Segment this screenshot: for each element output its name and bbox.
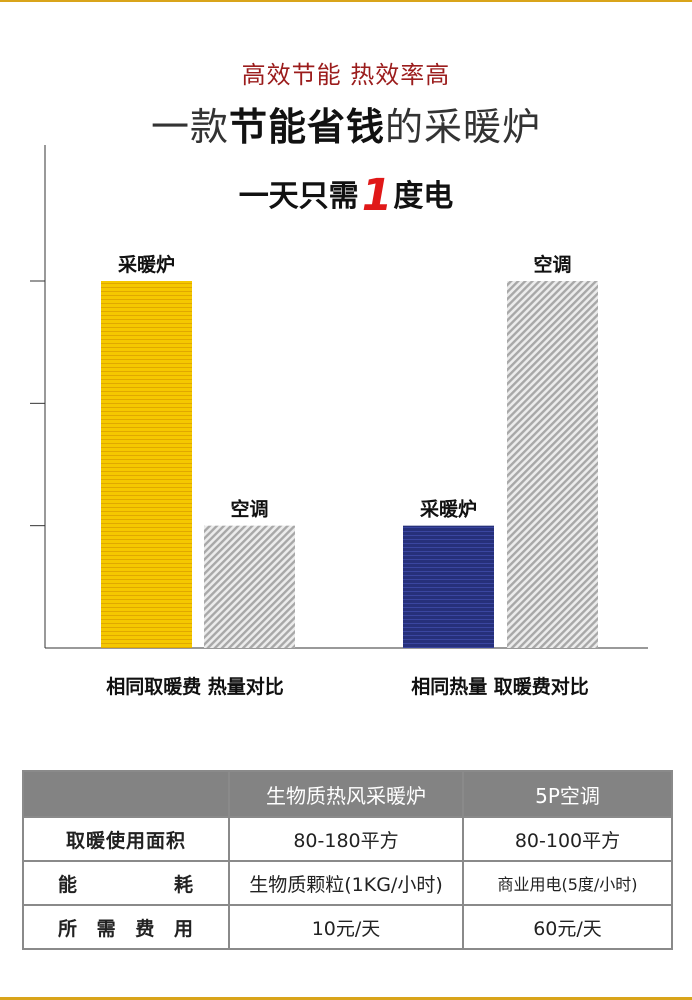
chart-group-label-1: 相同取暖费 热量对比 [106, 676, 284, 698]
cell-ac-cost: 60元/天 [462, 904, 673, 950]
chart-group-label-2: 相同热量 取暖费对比 [411, 676, 589, 698]
bar-label-2-heater: 采暖炉 [420, 498, 477, 521]
row-label-area: 取暖使用面积 [22, 816, 230, 862]
bar-1-ac [204, 525, 295, 648]
headline: 一天只需1度电 [0, 170, 692, 221]
bar-1-heater [101, 281, 192, 648]
table-header-row: 生物质热风采暖炉 5P空调 [22, 770, 673, 818]
bar-2-ac [507, 281, 598, 648]
bar-2-heater [403, 525, 494, 648]
bar-label-1-heater: 采暖炉 [118, 253, 175, 276]
page-subtitle: 高效节能 热效率高 [241, 61, 451, 89]
headline-suffix: 度电 [393, 179, 454, 214]
top-accent-line [0, 0, 692, 2]
headline-prefix: 一天只需 [238, 179, 359, 214]
bar-label-2-ac: 空调 [533, 253, 571, 276]
table-row: 所需费用 10元/天 60元/天 [22, 904, 673, 950]
table-header-heater: 生物质热风采暖炉 [228, 770, 464, 818]
row-label-cost: 所需费用 [22, 904, 230, 950]
headline-number: 1 [356, 170, 396, 221]
table-header-ac: 5P空调 [462, 770, 673, 818]
title-prefix: 一款 [150, 105, 229, 149]
title-suffix: 的采暖炉 [385, 105, 542, 149]
cell-ac-energy: 商业用电(5度/小时) [462, 860, 673, 906]
title-emphasis: 节能省钱 [228, 105, 385, 149]
cell-heater-area: 80-180平方 [228, 816, 464, 862]
table-row: 取暖使用面积 80-180平方 80-100平方 [22, 816, 673, 862]
bar-label-1-ac: 空调 [230, 498, 268, 521]
cell-heater-energy: 生物质颗粒(1KG/小时) [228, 860, 464, 906]
cell-heater-cost: 10元/天 [228, 904, 464, 950]
table-header-empty [22, 770, 230, 818]
bottom-accent-line [0, 997, 692, 1000]
row-label-energy: 能 耗 [22, 860, 230, 906]
table-row: 能 耗 生物质颗粒(1KG/小时) 商业用电(5度/小时) [22, 860, 673, 906]
comparison-table: 生物质热风采暖炉 5P空调 取暖使用面积 80-180平方 80-100平方 能… [22, 770, 673, 950]
page-title: 一款节能省钱的采暖炉 [0, 96, 692, 151]
cell-ac-area: 80-100平方 [462, 816, 673, 862]
